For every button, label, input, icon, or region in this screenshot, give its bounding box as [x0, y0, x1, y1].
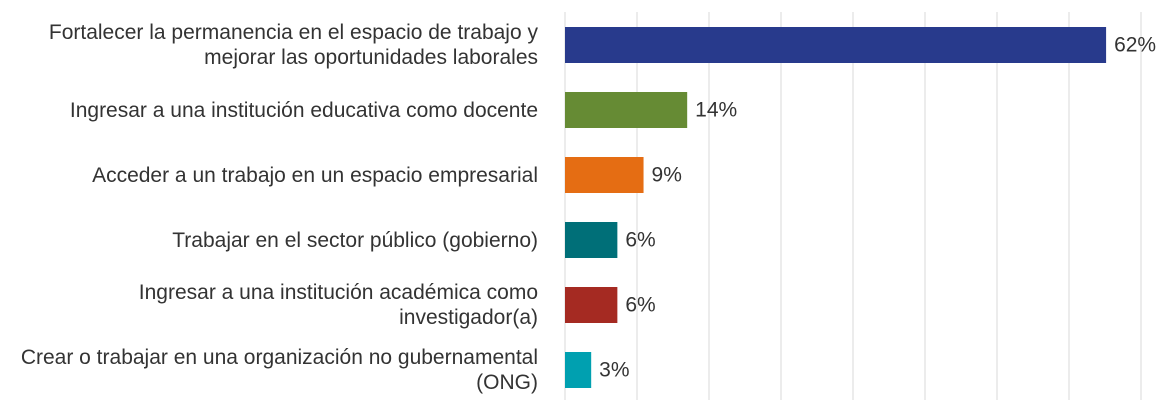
value-label: 6% — [625, 229, 655, 252]
bar — [565, 92, 688, 128]
bar — [565, 222, 618, 258]
value-label: 9% — [652, 164, 682, 187]
value-label: 14% — [695, 99, 737, 122]
value-label: 3% — [599, 359, 629, 382]
bar — [565, 287, 618, 323]
value-label: 62% — [1114, 34, 1156, 57]
bar — [565, 157, 644, 193]
bar — [565, 27, 1107, 63]
bar — [565, 352, 592, 388]
value-label: 6% — [625, 294, 655, 317]
category-label: Crear o trabajar en una organización no … — [20, 346, 538, 394]
category-label: Acceder a un trabajo en un espacio empre… — [92, 163, 538, 187]
category-label: Fortalecer la permanencia en el espacio … — [48, 21, 538, 69]
category-label: Ingresar a una institución académica com… — [138, 281, 538, 329]
category-label: Trabajar en el sector público (gobierno) — [172, 228, 538, 252]
category-label: Ingresar a una institución educativa com… — [69, 98, 538, 122]
